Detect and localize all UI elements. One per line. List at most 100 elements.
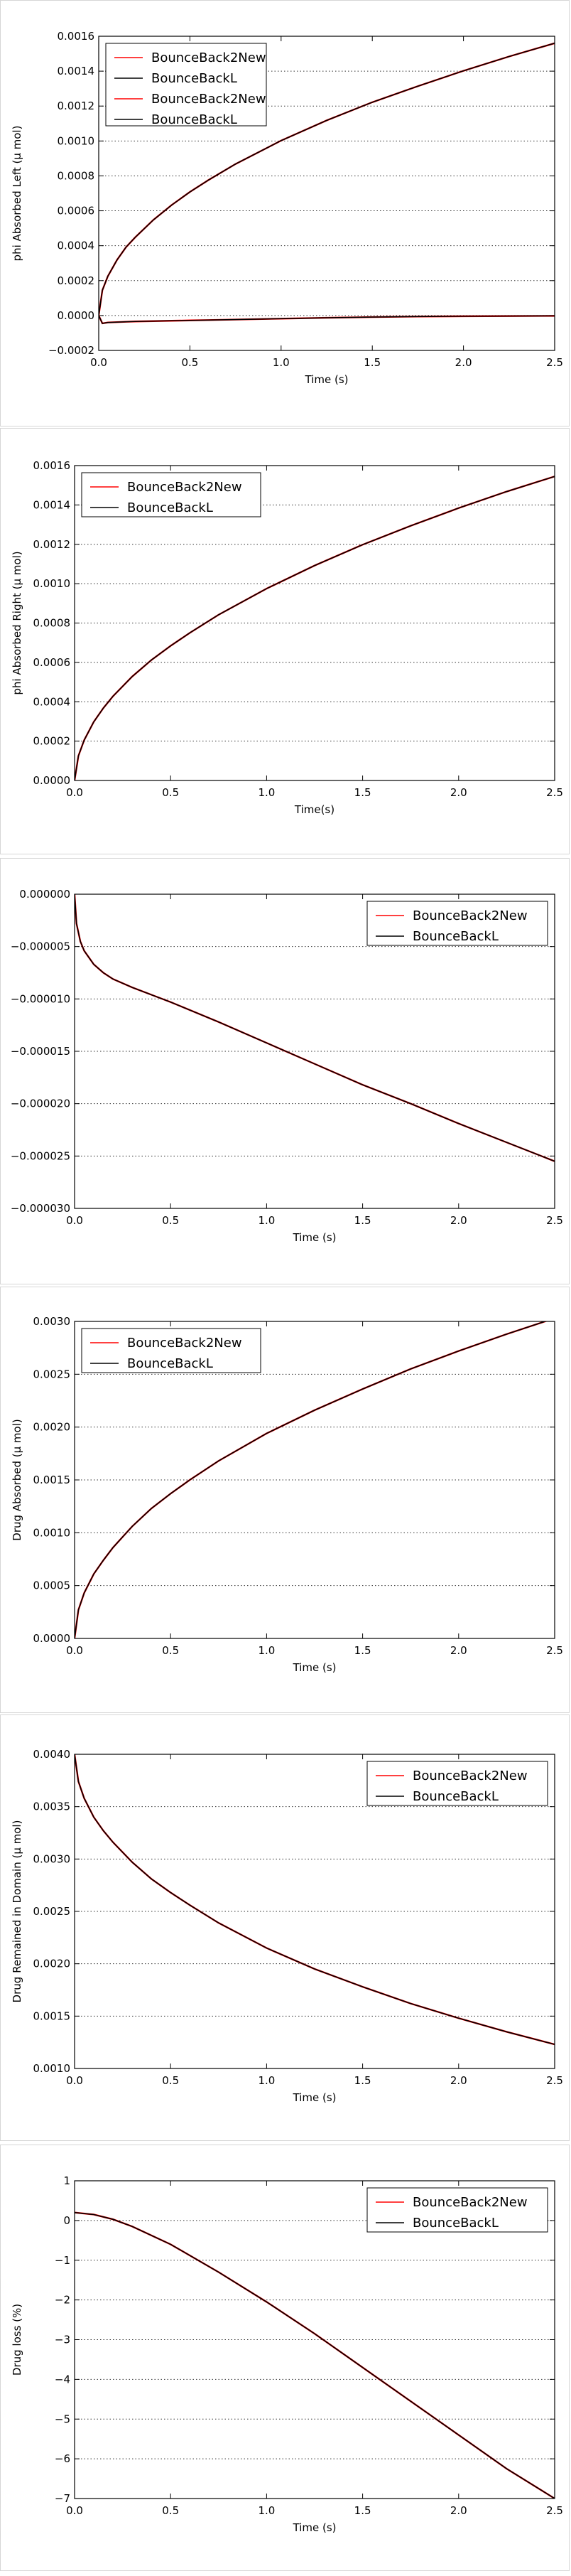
x-tick-label: 1.0 [258,1214,275,1227]
legend-label: BounceBack2New [413,2195,528,2210]
y-tick-label: 0.0010 [33,577,71,590]
y-tick-label: 0.0020 [33,1958,71,1970]
y-tick-label: 0.0000 [33,774,71,787]
y-tick-label: −0.000020 [11,1098,70,1110]
x-tick-label: 0.0 [66,2504,83,2517]
plot-frame [74,465,555,781]
x-axis-label: Time (s) [293,1661,337,1674]
y-tick-label: −0.000005 [11,940,70,953]
y-tick-label: 0.0014 [33,498,71,511]
x-tick-label: 1.5 [354,1644,371,1657]
y-tick-label: 0.0016 [33,459,71,472]
series-line-bouncebackl [75,1321,548,1638]
x-tick-label: 0.5 [162,1644,179,1657]
series-line-bouncebackl [75,894,555,1162]
x-tick-label: 1.5 [354,2504,371,2517]
y-axis-label: phi Absorbed Left (μ mol) [11,126,23,262]
y-tick-label: 0.0030 [33,1852,71,1865]
x-tick-label: 0.0 [90,356,107,369]
legend-box [366,901,548,946]
x-axis-label: Time (s) [293,1231,337,1244]
series-line-bouncebackl [99,43,555,316]
chart-svg: 0.00000.00020.00040.00060.00080.00100.00… [11,459,563,816]
y-tick-label: 0.0010 [33,1526,71,1539]
plot-frame [74,893,555,1209]
chart-svg: 0.00000.00050.00100.00150.00200.00250.00… [11,1315,563,1674]
x-axis-label: Time (s) [305,373,349,386]
plot-frame [74,2180,555,2499]
y-tick-label: −5 [55,2413,70,2425]
y-tick-label: 0.0006 [58,205,95,218]
x-tick-label: 1.5 [354,786,371,799]
y-axis-label: Drug loss (%) [11,2304,23,2376]
x-tick-label: 2.5 [546,1644,563,1657]
legend-label: BounceBack2New [413,1769,528,1783]
legend-label: BounceBackL [413,1789,499,1804]
y-tick-label: 0.0014 [58,65,95,77]
x-tick-label: 2.0 [455,356,472,369]
y-tick-label: 0.0004 [33,695,71,708]
y-tick-label: 0.0002 [58,274,95,287]
chart-panel-4: 0.0000 0.0005 0.0010 0.0015 0.0020 0.0025 0.00… [0,1287,570,1713]
chart-panel-3: −0.000030 −0.000025 −0.000020 −0.000015 −0.0… [0,858,570,1284]
x-tick-label: 2.5 [546,786,563,799]
y-tick-label: 0.0020 [33,1421,71,1434]
x-tick-label: 0.5 [162,786,179,799]
x-tick-label: 2.5 [546,356,563,369]
x-tick-label: 1.0 [258,786,275,799]
x-tick-label: 0.5 [181,356,198,369]
x-tick-label: 1.0 [258,2074,275,2087]
y-tick-label: −0.000030 [11,1202,70,1215]
y-tick-label: −6 [55,2452,70,2465]
x-tick-label: 0.0 [66,1644,83,1657]
series-line-bounceback2new [75,476,555,780]
x-tick-label: 1.0 [258,2504,275,2517]
legend-label: BounceBackL [151,112,237,127]
y-tick-label: 0.0040 [33,1748,71,1761]
legend-label: BounceBackL [413,2216,499,2231]
y-tick-label: 0.0025 [33,1905,71,1918]
x-tick-label: 0.5 [162,2074,179,2087]
x-tick-label: 0.0 [66,786,83,799]
y-tick-label: 0.0000 [58,309,95,322]
y-tick-label: 0 [63,2214,70,2227]
x-tick-label: 2.0 [450,2504,467,2517]
x-tick-label: 2.0 [450,2074,467,2087]
y-tick-label: 0.0004 [58,240,95,252]
y-tick-label: 0.0030 [33,1315,71,1328]
chart-svg: 0.00100.00150.00200.00250.00300.00350.00… [11,1748,563,2104]
legend-label: BounceBack2New [127,1336,242,1351]
legend-box [366,1761,548,1806]
x-tick-label: 1.0 [273,356,290,369]
x-tick-label: 2.0 [450,786,467,799]
y-tick-label: 1 [63,2174,70,2187]
series-line-bouncebackl [75,1754,555,2045]
legend-label: BounceBack2New [127,480,242,495]
series-line-bouncebackl [99,315,555,324]
legend-label: BounceBackL [151,71,237,86]
legend-label: BounceBack2New [151,50,266,65]
y-tick-label: 0.0015 [33,2009,71,2022]
x-tick-label: 1.5 [364,356,381,369]
y-tick-label: −7 [55,2492,70,2505]
series-line-bouncebackl [75,2211,555,2499]
chart-panel-6: −7 −6 −5 −4 −3 −2 −1 0 1 0.0 0.5 1.0 1.5 2.0 2.5 Time (… [0,2145,570,2571]
y-axis-label: Drug Absorbed (μ mol) [11,1419,23,1540]
y-tick-label: −4 [55,2373,70,2386]
y-tick-label: −0.000010 [11,992,70,1005]
y-tick-label: 0.0016 [58,30,95,43]
chart-panel-5: 0.0010 0.0015 0.0020 0.0025 0.0030 0.0035 0.00… [0,1714,570,2141]
y-tick-label: 0.0010 [33,2062,71,2075]
plot-frame [74,1321,555,1639]
x-tick-label: 2.0 [450,1644,467,1657]
x-tick-label: 2.5 [546,1214,563,1227]
y-tick-label: 0.0008 [58,169,95,182]
y-tick-label: 0.0012 [33,538,71,551]
y-tick-label: −2 [55,2294,70,2307]
legend-label: BounceBackL [413,929,499,944]
x-tick-label: 0.0 [66,2074,83,2087]
y-tick-label: −0.0002 [48,344,94,357]
plot-frame [74,1754,555,2069]
x-axis-label: Time (s) [293,2091,337,2104]
y-tick-label: −1 [55,2254,70,2267]
